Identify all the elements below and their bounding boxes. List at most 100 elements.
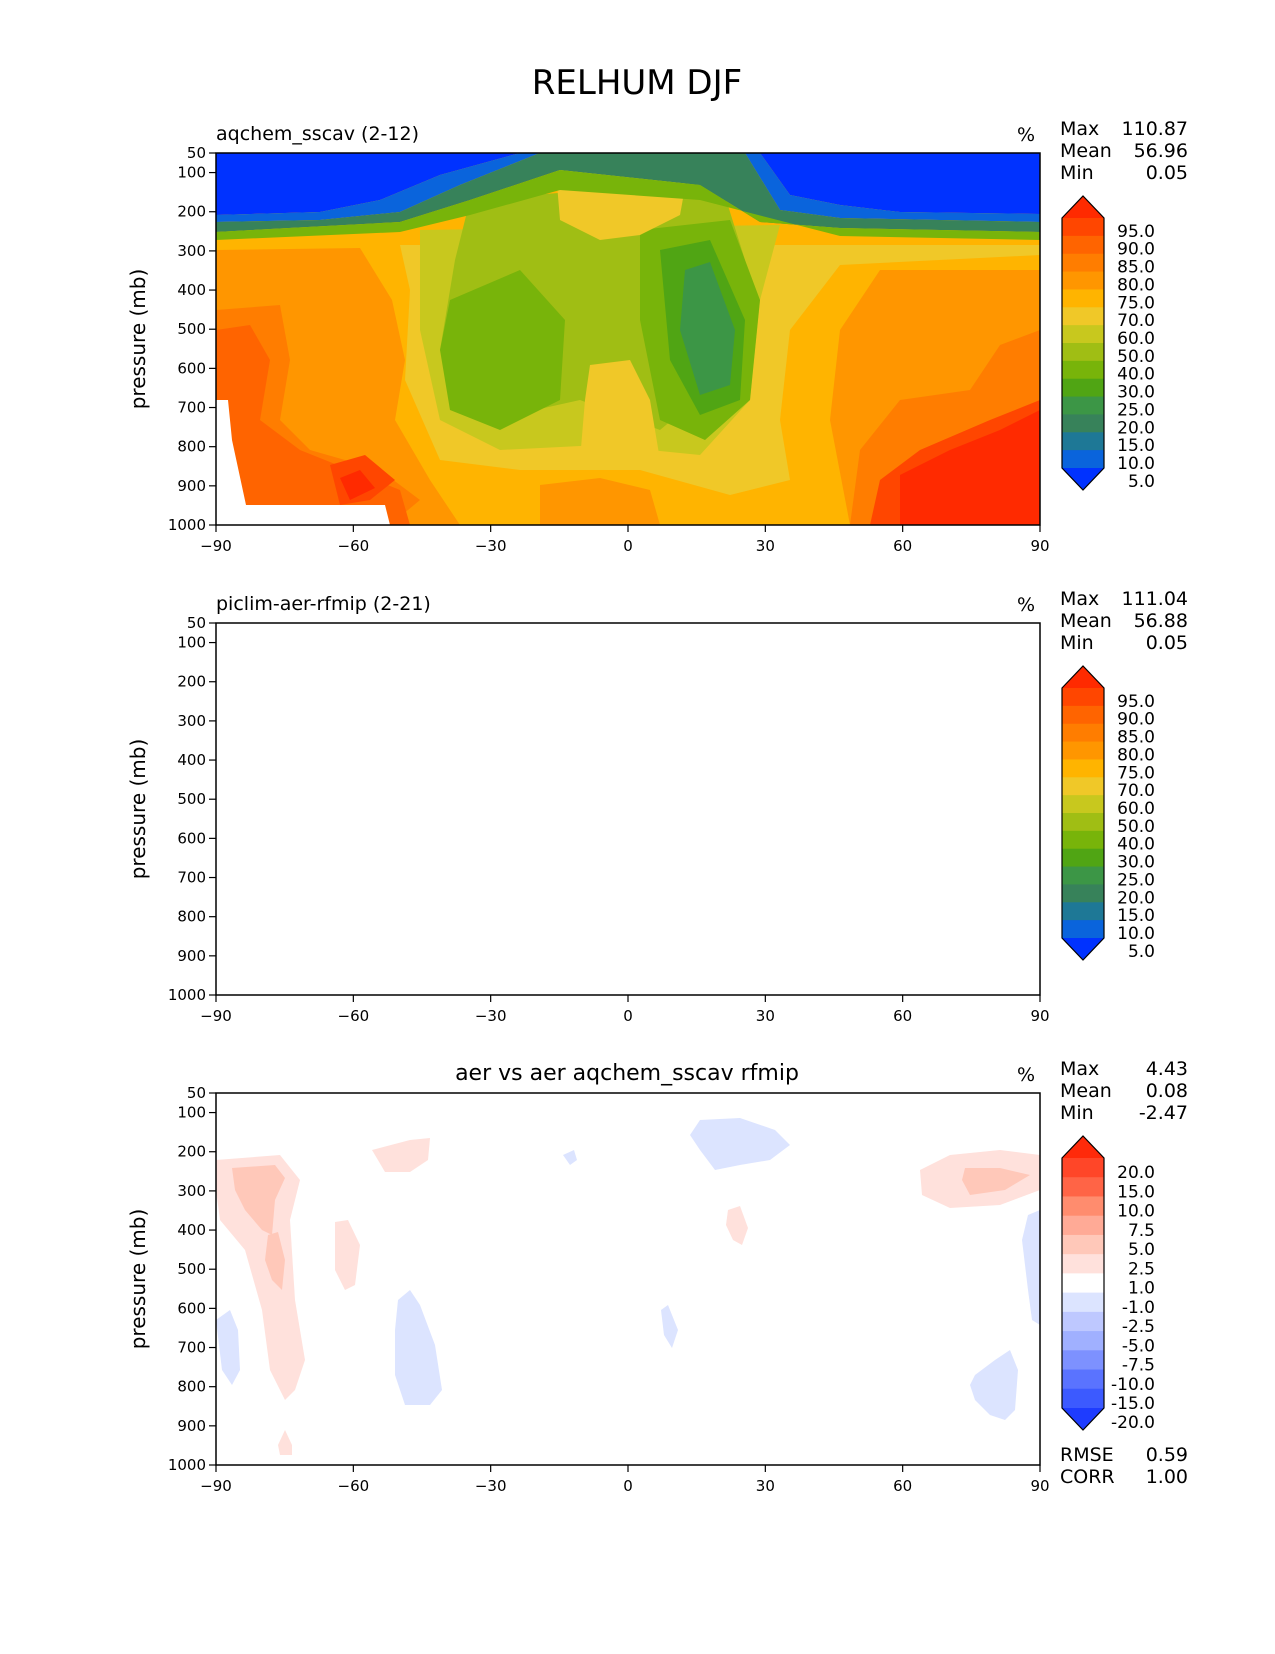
colorbar-segment	[1062, 1311, 1104, 1332]
y-tick-label: 50	[187, 1084, 206, 1102]
panel-title: piclim-aer-rfmip (2-21)	[216, 593, 431, 615]
region-yellow-bottom	[580, 830, 660, 940]
colorbar-label: 15.0	[1117, 1182, 1155, 1202]
region-yellow-bottom	[580, 360, 660, 470]
rmse-value: 0.59	[1146, 1444, 1188, 1466]
colorbar-label: 15.0	[1117, 436, 1155, 456]
contour-field	[216, 1093, 1040, 1465]
x-tick-label: 60	[893, 1477, 912, 1495]
colorbar-segment	[1062, 759, 1104, 778]
x-tick-label: 90	[1030, 1007, 1049, 1025]
x-tick-label: 0	[623, 1477, 633, 1495]
colorbar-label: 50.0	[1117, 817, 1155, 837]
colorbar-label: 20.0	[1117, 418, 1155, 438]
x-tick-label: −60	[338, 1477, 370, 1495]
colorbar-extend-top	[1062, 196, 1104, 218]
pos-region-right-core	[962, 1168, 1030, 1195]
figure-title: RELHUM DJF	[532, 63, 742, 103]
y-tick-label: 500	[177, 320, 206, 338]
colorbar-segment	[1062, 1254, 1104, 1274]
colorbar-segment	[1062, 1215, 1104, 1236]
colorbar-label: 95.0	[1117, 692, 1155, 712]
colorbar-segment	[1062, 450, 1104, 469]
region-orange-bottom-mid	[540, 478, 660, 525]
y-tick-label: 900	[177, 477, 206, 495]
y-tick-label: 400	[177, 1221, 206, 1239]
pos-region-left-blob	[265, 1232, 285, 1290]
colorbar-label: 50.0	[1117, 347, 1155, 367]
colorbar-label: 30.0	[1117, 853, 1155, 873]
colorbar-segment	[1062, 218, 1104, 237]
colorbar-segment	[1062, 1350, 1104, 1371]
region-red-left-core	[340, 940, 375, 970]
colorbar-segment	[1062, 1388, 1104, 1409]
y-tick-label: 500	[177, 790, 206, 808]
colorbar-segment	[1062, 307, 1104, 326]
colorbar-extend-top	[1062, 666, 1104, 688]
colorbar-segment	[1062, 1292, 1104, 1313]
colorbar-segment	[1062, 1369, 1104, 1390]
y-tick-label: 100	[177, 634, 206, 652]
colorbar-segment	[1062, 1331, 1104, 1351]
x-tick-label: −90	[200, 1007, 232, 1025]
region-orange-dark-left	[216, 775, 420, 995]
colorbar-segment	[1062, 343, 1104, 362]
y-tick-label: 1000	[168, 516, 206, 534]
neg-region-right-edge	[1022, 1210, 1040, 1325]
y-tick-label: 700	[177, 869, 206, 887]
colorbar-segment	[1062, 1234, 1104, 1255]
colorbar-segment	[1062, 741, 1104, 760]
colorbar-label: 80.0	[1117, 745, 1155, 765]
x-tick-label: −90	[200, 537, 232, 555]
y-tick-label: 200	[177, 203, 206, 221]
x-axis: −90 −60 −30 0 30 60 90	[200, 525, 1050, 555]
min-label: Min	[1060, 1102, 1094, 1124]
corr-label: CORR	[1060, 1466, 1115, 1488]
colorbar-label: 5.0	[1128, 942, 1155, 962]
y-axis-label: pressure (mb)	[126, 269, 150, 410]
region-orange-bottom-mid	[540, 948, 660, 995]
colorbar-segment	[1062, 325, 1104, 344]
colorbar-segment	[1062, 813, 1104, 832]
colorbar-label: 70.0	[1117, 781, 1155, 801]
colorbar-segment	[1062, 1196, 1104, 1217]
max-label: Max	[1060, 1058, 1099, 1080]
colorbar-label: 90.0	[1117, 240, 1155, 260]
corr-value: 1.00	[1146, 1466, 1188, 1488]
colorbar-label: 1.0	[1128, 1279, 1155, 1299]
region-blue-band-left	[216, 153, 540, 222]
y-tick-label: 700	[177, 399, 206, 417]
mean-label: Mean	[1060, 1080, 1112, 1102]
plot-frame	[215, 622, 1041, 996]
x-tick-label: −30	[475, 1007, 507, 1025]
y-tick-label: 200	[177, 673, 206, 691]
y-tick-label: 50	[187, 614, 206, 632]
colorbar-extend-bottom	[1062, 468, 1104, 490]
min-value: -2.47	[1139, 1102, 1188, 1124]
units-label: %	[1017, 124, 1035, 146]
colorbar-label: 10.0	[1117, 454, 1155, 474]
pos-region-left-core	[232, 1165, 285, 1235]
region-blue-band-right	[745, 153, 1040, 222]
region-orange-deep-left	[216, 795, 410, 995]
colorbar-label: 60.0	[1117, 329, 1155, 349]
x-tick-label: 30	[756, 1007, 775, 1025]
colorbar-outline	[1061, 195, 1105, 491]
colorbar-label: 10.0	[1117, 924, 1155, 944]
colorbar: 20.015.010.07.55.02.51.0-1.0-2.5-5.0-7.5…	[1061, 1135, 1155, 1433]
y-tick-label: 500	[177, 1260, 206, 1278]
colorbar-label: -2.5	[1122, 1317, 1155, 1337]
mean-value: 56.96	[1134, 140, 1188, 162]
y-tick-label: 50	[187, 144, 206, 162]
neg-region-right-lower	[970, 1350, 1018, 1420]
x-tick-label: 30	[756, 1477, 775, 1495]
colorbar-segment	[1062, 848, 1104, 868]
stats: Max 111.04 Mean 56.88 Min 0.05	[1060, 588, 1188, 654]
region-white-corner	[216, 400, 390, 525]
colorbar-extend-bottom	[1062, 1408, 1104, 1430]
colorbar-label: -20.0	[1111, 1413, 1155, 1433]
y-tick-label: 400	[177, 281, 206, 299]
pos-region-upper-left	[372, 1138, 430, 1172]
y-axis: 50 100 200 300 400 500 600 700 800 900 1000	[168, 1084, 216, 1474]
colorbar-segment	[1062, 414, 1104, 433]
